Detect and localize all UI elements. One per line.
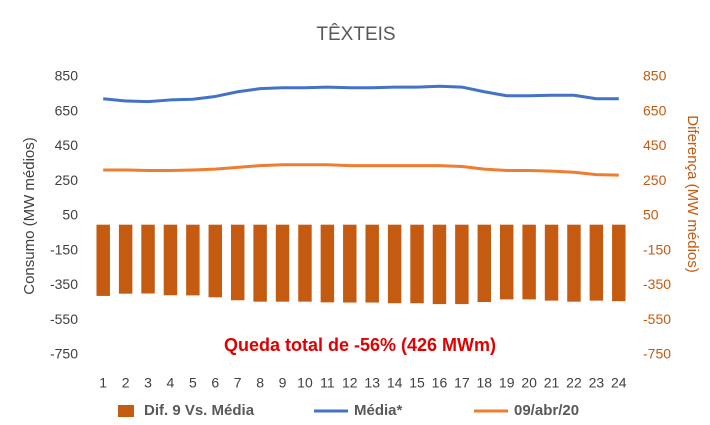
line [103,84,619,104]
annotation: Queda total de -56% (426 MWm) [224,335,496,355]
bar [410,224,424,304]
y-axis-title: Consumo (MW médios) [21,137,38,295]
bar [432,224,447,305]
bar [477,224,492,303]
x-tick-label: 18 [477,375,493,391]
y2-tick-label: -550 [643,311,671,327]
x-tick-label: 4 [167,375,175,391]
x-tick-label: 16 [432,375,448,391]
bar [298,224,312,302]
bar [118,224,133,294]
bar [275,224,290,302]
x-tick-label: 9 [279,375,287,391]
bar [96,224,110,296]
x-tick-label: 17 [454,375,470,391]
x-tick-label: 13 [364,375,380,391]
x-tick-label: 10 [297,375,313,391]
legend-label: 09/abr/20 [514,402,579,419]
y2-tick-label: 250 [643,172,667,188]
bar [343,224,357,303]
y-tick-label: 250 [55,172,79,188]
bar [522,224,536,300]
legend-label: Dif. 9 Vs. Média [144,402,255,419]
x-tick-label: 11 [320,375,335,391]
x-tick-label: 8 [256,375,264,391]
x-tick-label: 3 [144,375,152,391]
x-tick-label: 6 [211,375,219,391]
bar [612,224,626,302]
x-tick-label: 2 [122,375,130,391]
y2-tick-label: 650 [643,102,667,118]
y-tick-label: 50 [62,207,78,223]
y2-tick-label: 850 [643,68,667,84]
y-tick-label: -350 [50,276,78,292]
x-tick-label: 22 [566,375,582,391]
x-tick-label: 5 [189,375,197,391]
bar [320,224,335,303]
y-tick-label: -750 [50,346,78,362]
bar [186,224,200,296]
y-tick-label: 450 [55,137,79,153]
bar [141,224,155,294]
bar [544,224,559,301]
y-tick-label: 650 [55,102,79,118]
bar [230,224,245,301]
y-tick-label: -150 [50,241,78,257]
bar [387,224,402,304]
bar [589,224,604,301]
y2-tick-label: -350 [643,276,671,292]
x-tick-label: 19 [499,375,515,391]
y-tick-label: 850 [55,68,79,84]
x-tick-label: 24 [611,375,627,391]
x-tick-label: 1 [99,375,107,391]
y2-tick-label: 450 [643,137,667,153]
bar [365,224,379,303]
bar [455,224,469,305]
x-tick-label: 21 [544,375,560,391]
y2-tick-label: -750 [643,346,671,362]
y-tick-label: -550 [50,311,78,327]
bar [567,224,581,302]
legend-swatch [118,405,134,417]
y2-axis-title: Diferença (MW médios) [684,115,701,273]
x-tick-label: 7 [234,375,242,391]
bar [499,224,514,300]
bar [253,224,267,302]
chart-title: TÊXTEIS [316,23,395,45]
bar [163,224,178,296]
x-tick-label: 14 [387,375,403,391]
x-tick-label: 20 [521,375,537,391]
x-tick-label: 23 [589,375,605,391]
legend-label: Média* [354,402,403,419]
y2-tick-label: 50 [643,207,659,223]
y2-tick-label: -150 [643,241,671,257]
bar [208,224,223,298]
x-tick-label: 12 [342,375,358,391]
line [103,163,619,177]
x-tick-label: 15 [409,375,425,391]
